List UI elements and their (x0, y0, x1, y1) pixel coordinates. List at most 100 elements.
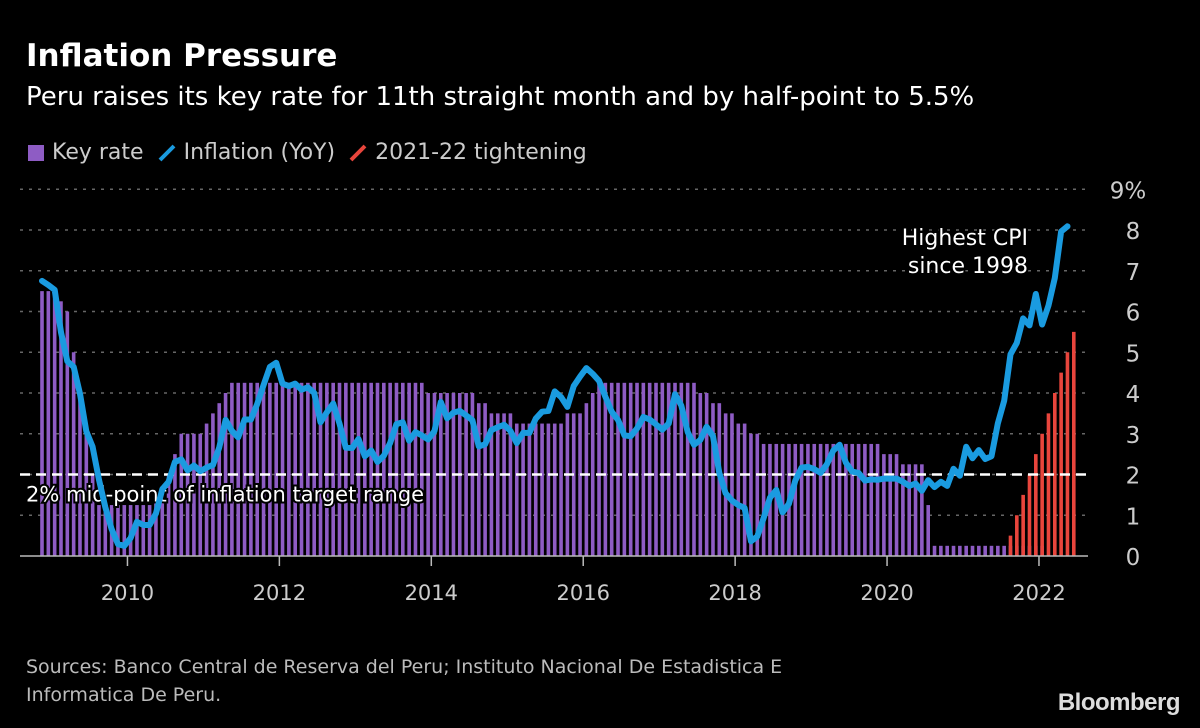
legend-tightening: 2021-22 tightening (349, 140, 587, 165)
y-tick-label: 2 (1126, 464, 1141, 490)
key-rate-bar (141, 505, 146, 556)
key-rate-bar (584, 403, 589, 556)
x-tick-label: 2014 (405, 581, 458, 605)
key-rate-bar (818, 443, 823, 556)
key-rate-bar (116, 505, 120, 556)
key-rate-bar (793, 443, 798, 556)
chart-title: Inflation Pressure (26, 38, 338, 74)
key-rate-bar (673, 382, 677, 556)
legend: Key rate Inflation (YoY) 2021-22 tighten… (28, 140, 587, 165)
key-rate-bar (97, 505, 101, 556)
key-rate-bar (185, 433, 190, 556)
key-rate-bar (508, 413, 513, 556)
chart-subtitle: Peru raises its key rate for 11th straig… (26, 82, 975, 112)
key-rate-bar (704, 393, 709, 556)
key-rate-bar (521, 423, 525, 556)
key-rate-bar (394, 382, 399, 556)
key-rate-bar (755, 433, 760, 556)
key-rate-bar (420, 382, 424, 556)
key-rate-bar (875, 443, 880, 556)
key-rate-bar (135, 505, 139, 556)
tightening-bar (1053, 393, 1057, 556)
key-rate-bar (122, 505, 127, 556)
legend-label: Inflation (YoY) (183, 140, 336, 165)
key-rate-bar (356, 382, 361, 556)
key-rate-bar (907, 464, 912, 556)
y-tick-label: 3 (1126, 423, 1141, 449)
key-rate-bar (863, 443, 867, 556)
key-rate-bar (660, 382, 665, 556)
key-rate-bar (913, 464, 918, 556)
key-rate-bar (603, 382, 608, 556)
tightening-bar (1027, 474, 1032, 556)
key-rate-bar (312, 382, 316, 556)
y-tick-label: 8 (1126, 219, 1141, 245)
key-rate-bar (894, 454, 899, 556)
tightening-swatch-icon (349, 144, 367, 161)
key-rate-bar (255, 382, 260, 556)
key-rate-bar (103, 505, 108, 556)
legend-label: Key rate (52, 140, 144, 165)
tightening-bar (1046, 413, 1051, 556)
key-rate-bar (742, 423, 747, 556)
key-rate-bar (533, 423, 538, 556)
key-rate-bar (211, 413, 215, 556)
key-rate-bar (65, 311, 70, 556)
bloomberg-logo: Bloomberg (1057, 689, 1181, 716)
key-rate-bar (711, 403, 715, 556)
key-rate-bar (287, 382, 291, 556)
key-rate-bar (166, 474, 171, 556)
key-rate-bar (679, 382, 684, 556)
key-rate-bar (837, 443, 842, 556)
key-rate-bar (964, 545, 968, 556)
key-rate-bar (939, 545, 943, 556)
cpi-annotation: Highest CPI (902, 226, 1028, 251)
key-rate-bar (1002, 545, 1006, 556)
key-rate-bar (173, 454, 177, 556)
inflation-line (39, 223, 1071, 549)
key-rate-bar (825, 443, 829, 556)
key-rate-bar (692, 382, 696, 556)
key-rate-bar (996, 545, 1000, 556)
target-label: 2% mid-point of inflation target range (26, 483, 424, 507)
sources-line-2: Informatica De Peru. (26, 684, 222, 706)
sources: Sources: Banco Central de Reserva del Pe… (26, 653, 782, 709)
key-rate-bar (236, 382, 241, 556)
key-rate-bar (989, 545, 994, 556)
key-rate-bar (736, 423, 741, 556)
y-tick-label: 4 (1126, 382, 1141, 408)
key-rate-bar (198, 433, 203, 556)
key-rate-bar (306, 382, 310, 556)
key-rate-bar (476, 403, 481, 556)
key-rate-bar (578, 413, 582, 556)
key-rate-bar (635, 382, 639, 556)
key-rate-bar (527, 423, 532, 556)
key-rate-bar (280, 382, 285, 556)
key-rate-bar (401, 382, 405, 556)
key-rate-bar (375, 382, 380, 556)
x-tick-label: 2018 (708, 581, 761, 605)
key-rate-bar (382, 382, 386, 556)
key-rate-bar (325, 382, 329, 556)
key-rate-bar (514, 423, 519, 556)
key-rate-bar (249, 382, 253, 556)
key-rate-bar (217, 403, 222, 556)
key-rate-bar (977, 545, 981, 556)
x-tick-label: 2010 (101, 581, 154, 605)
key-rate-bar (192, 433, 196, 556)
key-rate-bar (546, 423, 551, 556)
key-rate-bar (666, 382, 671, 556)
key-rate-bar (445, 393, 449, 556)
key-rate-bar (932, 545, 937, 556)
legend-label: 2021-22 tightening (375, 140, 587, 165)
key-rate-bar (559, 423, 563, 556)
key-rate-bar (571, 413, 576, 556)
key-rate-bar (344, 382, 348, 556)
y-tick-label: 0 (1126, 545, 1141, 571)
key-rate-bar (363, 382, 367, 556)
key-rate-bar (806, 443, 810, 556)
key-rate-bar (552, 423, 557, 556)
y-tick-label: 9% (1110, 178, 1147, 204)
key-rate-bar (160, 484, 165, 556)
